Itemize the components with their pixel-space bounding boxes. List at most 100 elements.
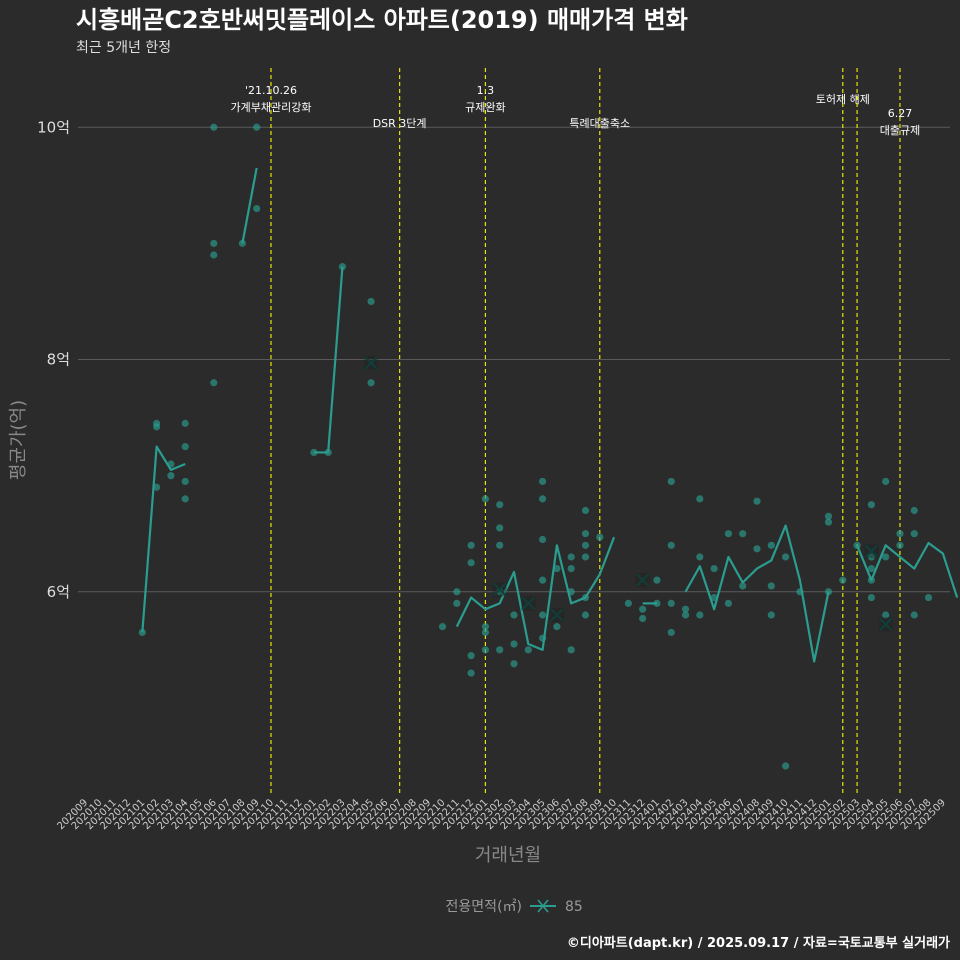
legend-x-marker-icon [537, 899, 549, 913]
data-points [138, 123, 933, 770]
cancelled-x-marker [364, 356, 378, 370]
data-point [210, 123, 218, 131]
data-point [896, 530, 904, 538]
data-point [496, 646, 504, 654]
data-point [910, 530, 918, 538]
data-point [581, 553, 590, 561]
data-point [210, 251, 218, 259]
data-point [624, 599, 632, 607]
data-point [910, 611, 918, 619]
data-point [696, 553, 704, 561]
data-point [882, 553, 890, 561]
data-point [839, 576, 847, 584]
data-point [596, 533, 604, 541]
y-axis-label: 평균가(억) [8, 400, 29, 480]
data-point [581, 541, 590, 549]
data-point [782, 762, 790, 770]
event-annotation: 대출규제 [880, 124, 920, 137]
data-point [181, 495, 189, 503]
data-point [739, 530, 747, 538]
data-point [153, 423, 161, 431]
data-point [438, 623, 447, 631]
data-point [681, 611, 690, 619]
data-point [496, 501, 504, 509]
series-line-85 [455, 536, 616, 651]
data-point [538, 495, 547, 503]
data-point [524, 646, 532, 654]
cancelled-x-marker [864, 544, 879, 558]
data-point [910, 506, 918, 515]
series-line-85 [313, 266, 344, 454]
data-point [553, 564, 561, 573]
data-point [639, 605, 647, 613]
data-point [753, 545, 761, 553]
data-point [882, 611, 890, 619]
data-point [467, 559, 475, 567]
data-point [581, 530, 590, 538]
event-annotation: 규제완화 [465, 101, 505, 114]
data-point [896, 541, 904, 549]
gridlines [78, 126, 950, 593]
footer-credit: ©디아파트(dapt.kr) / 2025.09.17 / 자료=국토교통부 실… [567, 935, 950, 951]
y-tick-label: 8억 [47, 351, 70, 369]
data-point [567, 564, 575, 573]
data-point [181, 477, 189, 486]
data-point [567, 646, 575, 654]
series-line-85 [684, 524, 830, 663]
data-point [753, 497, 761, 505]
data-point [367, 379, 375, 387]
x-axis-ticks: 2020092020102020112020122021012021022021… [55, 797, 947, 832]
data-point [924, 593, 933, 602]
data-point [567, 553, 575, 561]
series-line-85 [241, 167, 258, 244]
event-annotation: '21.10.26 [245, 84, 297, 97]
y-tick-label: 10억 [37, 118, 70, 136]
cancelled-x-marker [550, 608, 564, 622]
series-line-85 [856, 541, 959, 598]
cancelled-x-marker [521, 596, 536, 611]
data-point [724, 599, 733, 607]
data-point [767, 582, 775, 590]
data-point [510, 640, 518, 648]
event-annotation: 토허제 해제 [816, 92, 870, 106]
event-annotation: 1.3 [477, 84, 495, 97]
data-point [538, 611, 547, 619]
data-point [496, 541, 504, 549]
data-point [153, 483, 161, 491]
legend-series-label: 85 [565, 899, 583, 915]
data-point [867, 593, 875, 602]
data-point [581, 506, 590, 515]
data-point [453, 599, 461, 607]
cancelled-x-marker [878, 617, 893, 631]
data-point [639, 614, 647, 623]
data-point [782, 553, 790, 561]
data-point [667, 599, 675, 607]
data-point [653, 576, 661, 584]
cancelled-markers [364, 356, 893, 632]
series-lines [141, 167, 959, 663]
data-point [724, 530, 733, 538]
cancelled-x-marker [635, 573, 650, 587]
data-point [667, 541, 675, 549]
data-point [667, 628, 675, 637]
data-point [767, 611, 775, 619]
data-point [481, 628, 490, 637]
data-point [667, 477, 675, 486]
data-point [453, 588, 461, 596]
data-point [710, 564, 718, 573]
data-point [481, 623, 490, 631]
data-point [581, 611, 590, 619]
data-point [467, 541, 475, 549]
data-point [510, 660, 518, 668]
data-point [467, 652, 475, 660]
data-point [510, 611, 518, 619]
event-annotation: 특례대출축소 [569, 117, 630, 130]
data-point [867, 553, 875, 561]
chart-subtitle: 최근 5개년 한정 [76, 40, 171, 56]
chart-title: 시흥배곧C2호반써밋플레이스 아파트(2019) 매매가격 변화 [76, 6, 688, 34]
data-point [538, 535, 547, 544]
data-point [867, 564, 875, 573]
